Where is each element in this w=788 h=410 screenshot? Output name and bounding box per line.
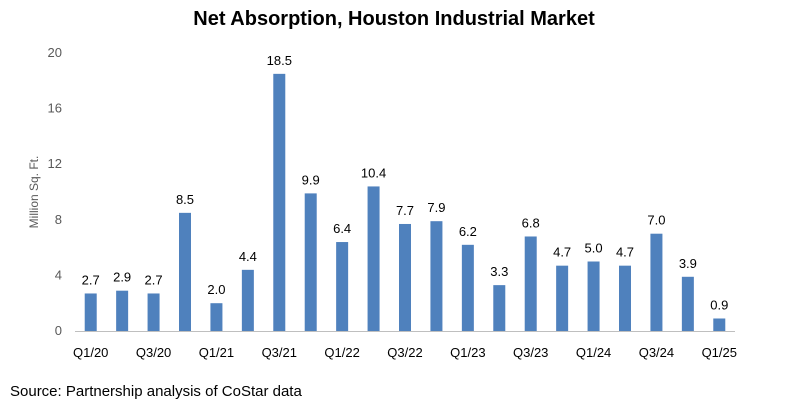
- bar: [524, 236, 537, 331]
- data-label: 2.7: [82, 272, 100, 287]
- data-label: 6.8: [522, 215, 540, 230]
- x-tick-label: Q3/24: [639, 345, 674, 360]
- x-tick-label: Q1/24: [576, 345, 611, 360]
- bar: [84, 293, 97, 331]
- data-label: 10.4: [361, 165, 386, 180]
- bar: [367, 186, 380, 331]
- data-label: 7.7: [396, 203, 414, 218]
- bar: [336, 242, 349, 331]
- data-label: 6.4: [333, 221, 351, 236]
- bar: [147, 293, 160, 331]
- x-tick-label: Q3/21: [262, 345, 297, 360]
- x-tick-label: Q1/22: [324, 345, 359, 360]
- x-tick-label: Q1/23: [450, 345, 485, 360]
- data-label: 7.0: [647, 213, 665, 228]
- data-label: 2.7: [145, 272, 163, 287]
- x-tick-label: Q3/23: [513, 345, 548, 360]
- bar: [619, 265, 631, 331]
- data-label: 4.7: [553, 245, 571, 260]
- bar: [304, 193, 317, 331]
- y-tick-label: 8: [55, 212, 62, 227]
- bar: [399, 223, 411, 331]
- y-tick-label: 0: [55, 323, 62, 338]
- chart-title: Net Absorption, Houston Industrial Marke…: [193, 8, 595, 30]
- y-tick-label: 4: [55, 267, 62, 282]
- source-note: Source: Partnership analysis of CoStar d…: [10, 383, 302, 400]
- bar: [681, 276, 694, 331]
- data-label: 6.2: [459, 224, 477, 239]
- bar: [461, 244, 474, 331]
- y-tick-label: 20: [48, 45, 62, 60]
- data-label: 2.0: [207, 282, 225, 297]
- data-label: 3.9: [679, 256, 697, 271]
- data-label: 0.9: [710, 297, 728, 312]
- bar: [241, 269, 254, 331]
- data-label: 4.4: [239, 249, 257, 264]
- x-tick-label: Q1/25: [702, 345, 737, 360]
- bar: [587, 261, 600, 331]
- x-tick-label: Q3/20: [136, 345, 171, 360]
- data-label: 9.9: [302, 172, 320, 187]
- bar: [116, 290, 129, 331]
- bar: [713, 318, 726, 331]
- bar: [493, 285, 506, 331]
- data-label: 8.5: [176, 192, 194, 207]
- data-label: 4.7: [616, 245, 634, 260]
- x-tick-label: Q3/22: [387, 345, 422, 360]
- bar: [650, 233, 663, 331]
- x-tick-label: Q1/21: [199, 345, 234, 360]
- bar: [179, 212, 191, 331]
- data-label: 5.0: [585, 241, 603, 256]
- y-axis-title: Million Sq. Ft.: [27, 156, 41, 229]
- data-label: 18.5: [267, 53, 292, 68]
- bar: [210, 303, 223, 331]
- bar: [430, 221, 443, 331]
- bar: [556, 265, 569, 331]
- data-label: 7.9: [427, 200, 445, 215]
- bar: [273, 73, 286, 331]
- data-label: 3.3: [490, 264, 508, 279]
- x-tick-label: Q1/20: [73, 345, 108, 360]
- y-tick-label: 16: [48, 101, 62, 116]
- data-label: 2.9: [113, 270, 131, 285]
- y-tick-label: 12: [48, 156, 62, 171]
